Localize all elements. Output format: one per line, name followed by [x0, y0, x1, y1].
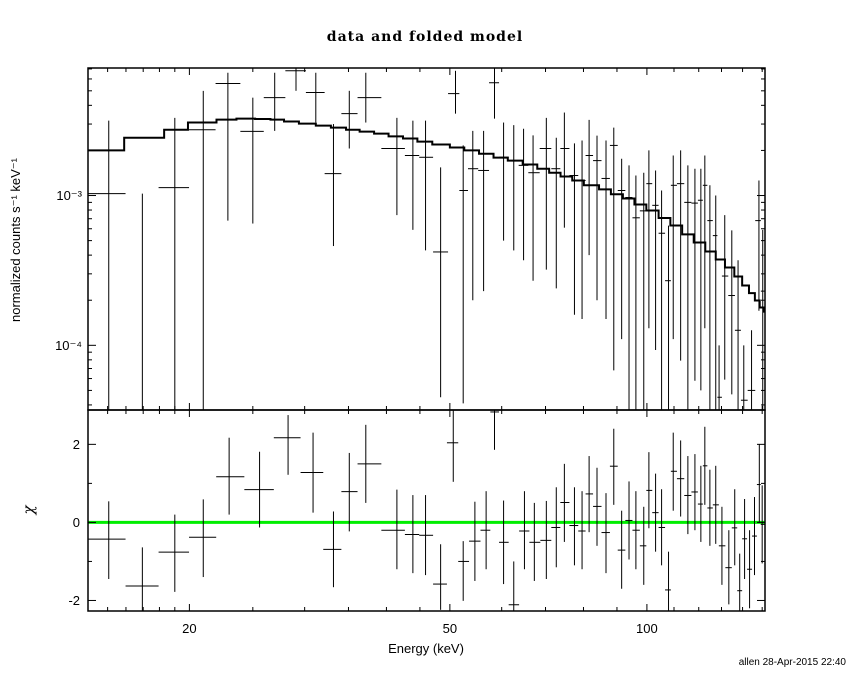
x-tick-label: 20: [182, 621, 196, 636]
y-tick-label: 10⁻⁴: [55, 338, 82, 353]
x-axis-label: Energy (keV): [388, 641, 464, 656]
x-tick-label: 50: [443, 621, 457, 636]
y-tick-label: 0: [73, 515, 80, 530]
axes-frame: [87, 67, 766, 612]
y-axis-label-top: normalized counts s⁻¹ keV⁻¹: [8, 158, 23, 323]
y-tick-label: 2: [73, 437, 80, 452]
x-tick-label: 100: [636, 621, 658, 636]
y-tick-label: -2: [68, 593, 80, 608]
model-step-line: [88, 117, 765, 313]
page-title: data and folded model: [326, 29, 524, 45]
residuals-panel-frame: [87, 409, 766, 612]
residuals-panel: [88, 410, 765, 611]
y-axis-label-chi: χ: [19, 505, 38, 515]
spectrum-panel: [88, 68, 765, 410]
y-tick-label: 10⁻³: [56, 188, 82, 203]
user-timestamp: allen 28-Apr-2015 22:40: [738, 657, 846, 668]
spectrum-panel-frame: [87, 67, 766, 411]
